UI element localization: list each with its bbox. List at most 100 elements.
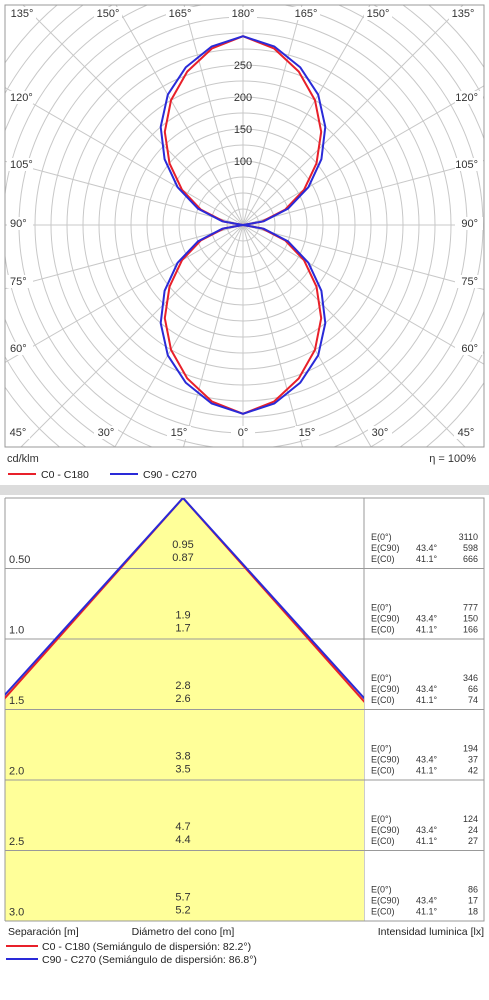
row-diameter-c90: 3.8 <box>175 751 190 763</box>
angle-label-bottom: 15° <box>171 427 188 439</box>
panel-separator <box>0 485 489 495</box>
cone-legend: C0 - C180 (Semiángulo de dispersión: 82.… <box>6 941 257 966</box>
angle-label-bg <box>229 7 257 20</box>
row-e0-value: 124 <box>463 814 478 824</box>
angle-label-bg <box>455 91 483 104</box>
angle-label-right: 120° <box>455 92 478 104</box>
angle-label-bg <box>455 275 483 288</box>
angle-label-left: 120° <box>10 92 33 104</box>
grid-spoke <box>20 224 244 447</box>
row-angle-c0: 41.1° <box>416 766 438 776</box>
grid-spoke <box>242 224 484 365</box>
row-e0-value: 3110 <box>459 532 478 542</box>
angle-label-bg <box>166 7 194 20</box>
angle-label-bg <box>231 426 255 439</box>
angle-label-bg <box>454 426 478 439</box>
angle-label-bg <box>8 7 36 20</box>
row-ec0-value: 42 <box>468 766 478 776</box>
cone-edges <box>5 498 364 703</box>
row-ec90-value: 24 <box>468 825 478 835</box>
grid-spoke <box>5 160 244 226</box>
row-distance: 2.5 <box>9 836 24 848</box>
row-diameter-c0: 1.7 <box>175 623 190 635</box>
row-label-ec0: E(C0) <box>371 766 395 776</box>
row-label-e0: E(0°) <box>371 673 392 683</box>
row-ec0-value: 18 <box>468 907 478 917</box>
row-label-ec90: E(C90) <box>371 684 400 694</box>
row-label-ec0: E(C0) <box>371 695 395 705</box>
row-diameter-c0: 0.87 <box>172 552 193 564</box>
row-angle-c90: 43.4° <box>416 825 438 835</box>
angle-label-right: 60° <box>461 343 478 355</box>
legend-label: C0 - C180 <box>41 469 89 481</box>
legend-label: C90 - C270 <box>143 469 197 481</box>
grid-spoke <box>183 5 244 226</box>
angle-label-bottom: 0° <box>238 427 249 439</box>
angle-label-right: 75° <box>461 276 478 288</box>
row-angle-c0: 41.1° <box>416 695 438 705</box>
row-distance: 1.5 <box>9 695 24 707</box>
radial-tick-label: 100 <box>234 156 252 168</box>
polar-series <box>159 35 327 415</box>
series-c90-c270-upper-lobe <box>159 35 327 226</box>
row-e0-value: 777 <box>463 603 478 613</box>
angle-label-bottom: 30° <box>98 427 115 439</box>
angle-label-bg <box>6 426 30 439</box>
angle-label-bg <box>368 426 392 439</box>
row-diameter-c90: 1.9 <box>175 610 190 622</box>
grid-spoke <box>22 5 244 226</box>
row-ec0-value: 74 <box>468 695 478 705</box>
angle-label-bg <box>292 7 320 20</box>
angle-label-top: 165° <box>295 8 318 20</box>
grid-spoke <box>5 224 244 363</box>
angle-label-bg <box>364 7 392 20</box>
angle-label-top: 165° <box>169 8 192 20</box>
row-label-ec0: E(C0) <box>371 625 395 635</box>
row-angle-c90: 43.4° <box>416 684 438 694</box>
row-angle-c90: 43.4° <box>416 755 438 765</box>
cone-edge-c90-right <box>182 498 364 700</box>
row-diameter-c90: 2.8 <box>175 680 190 692</box>
angle-label-bg <box>94 426 118 439</box>
row-e0-value: 86 <box>468 885 478 895</box>
row-e0-value: 194 <box>463 744 478 754</box>
grid-spoke <box>182 224 244 447</box>
cone-text: 0.500.950.87E(0°)E(C90)E(C0)43.4°41.1°31… <box>8 532 484 938</box>
grid-spoke <box>242 224 484 291</box>
grid-spoke <box>242 224 372 447</box>
angle-label-bottom: 30° <box>372 427 389 439</box>
row-ec90-value: 598 <box>463 543 478 553</box>
angle-label-bg <box>167 426 191 439</box>
plot-frame <box>4 4 485 448</box>
row-distance: 1.0 <box>9 625 24 637</box>
row-label-ec90: E(C90) <box>371 543 400 553</box>
row-diameter-c90: 4.7 <box>175 821 190 833</box>
row-distance: 3.0 <box>9 907 24 919</box>
angle-label-top: 135° <box>11 8 34 20</box>
row-angle-c0: 41.1° <box>416 554 438 564</box>
grid-spoke <box>242 224 304 447</box>
row-label-ec90: E(C90) <box>371 896 400 906</box>
angle-label-left: 90° <box>10 218 27 230</box>
angle-label-bg <box>455 342 483 355</box>
row-angle-c90: 43.4° <box>416 543 438 553</box>
row-angle-c90: 43.4° <box>416 896 438 906</box>
legend-label: C0 - C180 (Semiángulo de dispersión: 82.… <box>42 941 251 953</box>
row-angle-c0: 41.1° <box>416 907 438 917</box>
row-ec0-value: 166 <box>463 625 478 635</box>
grid-spoke <box>242 5 303 226</box>
angle-label-bg <box>449 7 477 20</box>
footer-intensity: Intensidad luminica [lx] <box>378 926 484 938</box>
row-label-e0: E(0°) <box>371 532 392 542</box>
row-diameter-c0: 2.6 <box>175 693 190 705</box>
radial-tick-label: 200 <box>234 92 252 104</box>
angle-label-bg <box>7 275 33 288</box>
angle-label-bottom: 45° <box>10 427 27 439</box>
grid-spoke <box>242 85 484 226</box>
angle-label-top: 180° <box>232 8 255 20</box>
angle-label-bg <box>295 426 319 439</box>
footer-separation: Separación [m] <box>8 926 79 938</box>
row-label-ec90: E(C90) <box>371 755 400 765</box>
row-ec90-value: 150 <box>463 614 478 624</box>
row-label-ec90: E(C90) <box>371 614 400 624</box>
